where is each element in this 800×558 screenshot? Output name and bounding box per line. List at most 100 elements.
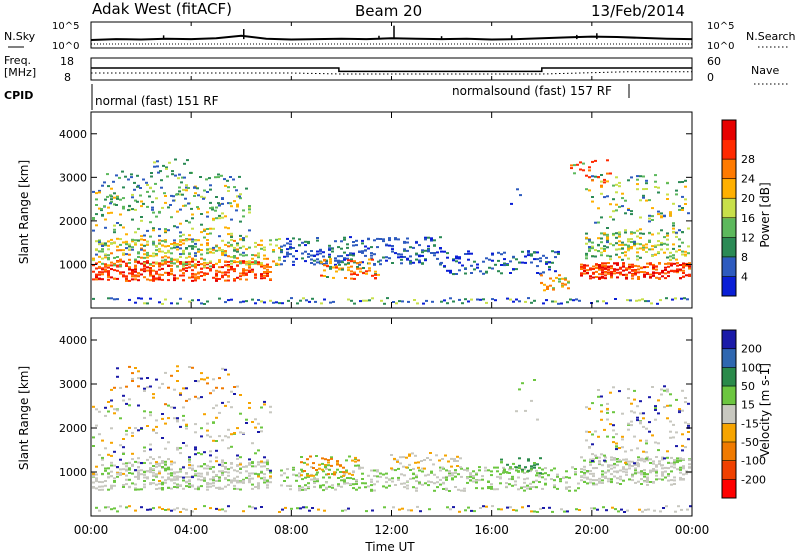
range-gate-cell (134, 301, 137, 304)
range-gate-cell (164, 240, 167, 243)
range-gate-cell (597, 395, 600, 398)
range-gate-cell (275, 238, 278, 241)
range-gate-cell (155, 249, 158, 252)
range-gate-cell (335, 270, 338, 273)
range-gate-cell (542, 507, 545, 509)
range-gate-cell (325, 481, 328, 484)
range-gate-cell (499, 473, 502, 476)
range-gate-cell (591, 402, 594, 405)
range-gate-cell (98, 189, 101, 192)
range-gate-cell (152, 269, 155, 272)
range-gate-cell (490, 470, 493, 473)
range-gate-cell (188, 260, 191, 263)
range-gate-cell (161, 488, 164, 491)
range-gate-cell (197, 239, 200, 242)
range-gate-cell (388, 478, 391, 481)
range-gate-cell (337, 255, 340, 258)
range-gate-cell (134, 260, 137, 263)
range-gate-cell (400, 255, 403, 258)
range-gate-cell (402, 465, 405, 468)
range-gate-cell (101, 485, 104, 488)
range-gate-cell (200, 479, 203, 482)
range-gate-cell (148, 195, 151, 198)
range-gate-cell (197, 472, 200, 475)
range-gate-cell (95, 192, 98, 195)
range-gate-cell (598, 267, 601, 270)
range-gate-cell (269, 411, 272, 414)
range-gate-cell (130, 173, 133, 176)
range-gate-cell (116, 237, 119, 240)
range-gate-cell (329, 258, 332, 261)
range-gate-cell (612, 218, 615, 221)
y-tick-label: 1000 (59, 258, 87, 271)
range-gate-cell (217, 202, 220, 205)
range-gate-cell (188, 253, 191, 255)
range-gate-cell (113, 477, 116, 480)
range-gate-cell (131, 380, 134, 382)
range-gate-cell (355, 244, 358, 247)
range-gate-cell (681, 409, 684, 412)
range-gate-cell (92, 481, 95, 484)
range-gate-cell (116, 197, 119, 200)
range-gate-cell (208, 177, 211, 180)
range-gate-cell (521, 469, 524, 471)
range-gate-cell (203, 228, 206, 231)
range-gate-cell (598, 265, 601, 268)
range-gate-cell (625, 468, 628, 471)
range-gate-cell (233, 469, 236, 472)
range-gate-cell (200, 453, 203, 456)
range-gate-cell (107, 206, 110, 209)
range-gate-cell (185, 262, 188, 265)
range-gate-cell (175, 193, 178, 196)
range-gate-cell (515, 298, 518, 301)
range-gate-cell (601, 473, 604, 476)
range-gate-cell (166, 175, 169, 178)
range-gate-cell (134, 483, 137, 486)
range-gate-cell (224, 467, 227, 470)
range-gate-cell (301, 486, 304, 489)
range-gate-cell (631, 475, 634, 478)
range-gate-cell (173, 461, 176, 464)
range-gate-cell (110, 454, 113, 457)
range-gate-cell (143, 410, 146, 413)
range-gate-cell (669, 436, 672, 439)
range-gate-cell (333, 473, 336, 476)
range-gate-cell (236, 487, 239, 490)
range-gate-cell (184, 197, 187, 200)
range-gate-cell (440, 261, 443, 264)
range-gate-cell (606, 402, 609, 405)
range-gate-cell (95, 473, 98, 476)
range-gate-cell (665, 297, 668, 300)
range-gate-cell (106, 173, 109, 176)
range-gate-cell (642, 412, 645, 415)
range-gate-cell (624, 212, 627, 215)
range-gate-cell (660, 241, 663, 244)
range-gate-cell (200, 213, 203, 215)
range-gate-cell (239, 468, 242, 470)
range-gate-cell (137, 466, 140, 469)
range-gate-cell (368, 258, 371, 261)
range-gate-cell (352, 244, 355, 247)
range-gate-cell (400, 262, 403, 265)
range-gate-cell (637, 276, 640, 278)
range-gate-cell (411, 452, 414, 455)
range-gate-cell (596, 300, 599, 303)
range-gate-cell (113, 408, 116, 411)
range-gate-cell (678, 205, 681, 208)
range-gate-cell (260, 247, 263, 250)
range-gate-cell (218, 278, 221, 280)
range-gate-cell (245, 248, 248, 251)
range-gate-cell (361, 239, 364, 242)
range-gate-cell (561, 277, 564, 280)
range-gate-cell (209, 435, 212, 438)
range-gate-cell (239, 220, 242, 223)
range-gate-cell (519, 194, 522, 197)
range-gate-cell (452, 259, 455, 262)
range-gate-cell (594, 249, 597, 252)
range-gate-cell (161, 302, 164, 305)
range-gate-cell (585, 236, 588, 239)
range-gate-cell (257, 473, 260, 476)
range-gate-cell (511, 478, 514, 481)
range-gate-cell (179, 231, 182, 234)
range-gate-cell (661, 473, 664, 476)
